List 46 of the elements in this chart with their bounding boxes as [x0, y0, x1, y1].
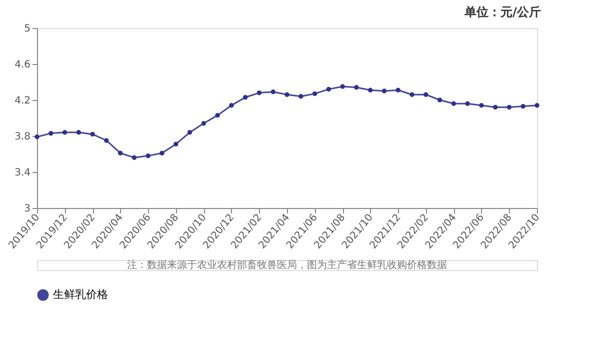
point	[479, 103, 484, 108]
point	[284, 92, 290, 97]
point	[451, 101, 456, 106]
point	[118, 150, 123, 156]
point	[424, 92, 428, 97]
point	[242, 94, 248, 100]
y-tick-label: 5	[24, 24, 30, 34]
point	[354, 85, 359, 90]
point	[34, 134, 40, 140]
point	[132, 155, 137, 160]
point	[312, 91, 318, 96]
point	[520, 104, 526, 109]
y-tick-label: 4.2	[14, 96, 30, 106]
point	[340, 84, 345, 89]
point	[160, 150, 164, 156]
text: 单位：元/公斤	[463, 5, 541, 19]
point	[48, 130, 54, 136]
y-tick-label: 3.4	[14, 168, 30, 178]
point	[215, 112, 220, 118]
point	[270, 90, 276, 94]
point	[146, 153, 150, 158]
y-tick-label: 3	[24, 204, 30, 214]
point	[506, 104, 512, 110]
point	[326, 86, 332, 92]
y-tick-label: 3.8	[14, 132, 30, 142]
point	[229, 103, 234, 108]
point	[90, 132, 95, 137]
y-tick-label: 4.6	[14, 60, 30, 70]
point	[396, 88, 400, 92]
point	[368, 88, 373, 92]
point	[256, 90, 262, 96]
point	[76, 130, 82, 135]
point	[534, 103, 540, 108]
legend-label: 生鲜乳价格	[53, 288, 108, 301]
point	[298, 94, 304, 99]
point	[465, 101, 470, 106]
text: 注：数据来源于农业农村部畜牧兽医局，图为主产省生鲜乳收购价格数据	[127, 259, 447, 271]
point	[410, 92, 414, 97]
point	[492, 104, 498, 110]
point	[437, 98, 442, 102]
point	[187, 130, 192, 135]
point	[104, 138, 109, 143]
point	[174, 142, 178, 146]
point	[382, 88, 387, 94]
point	[201, 121, 206, 126]
point	[62, 130, 68, 135]
